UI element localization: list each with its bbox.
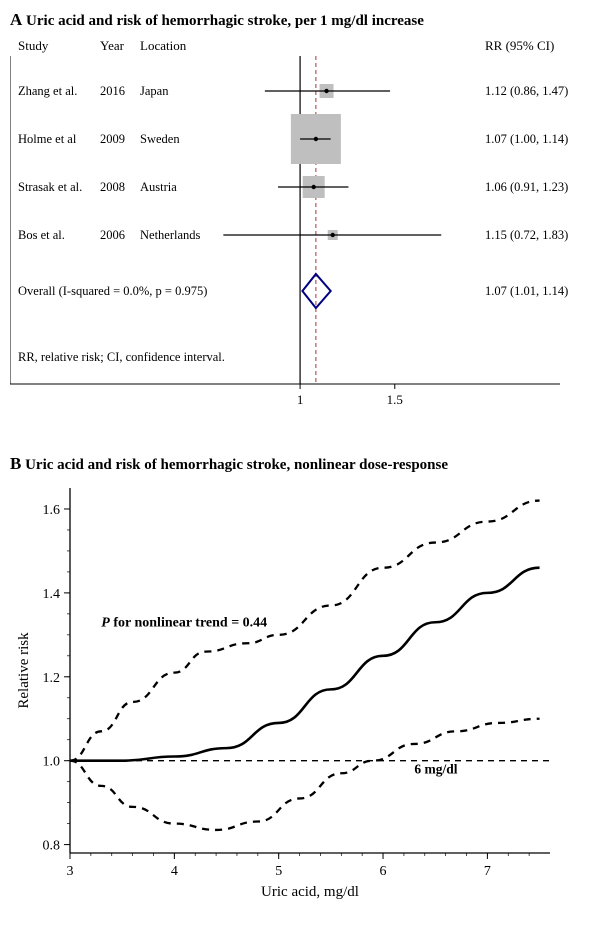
- svg-text:Uric acid, mg/dl: Uric acid, mg/dl: [261, 884, 359, 900]
- svg-text:Overall (I-squared = 0.0%, p: Overall (I-squared = 0.0%, p = 0.975): [18, 284, 207, 298]
- panel-a-title: A Uric acid and risk of hemorrhagic stro…: [10, 10, 582, 30]
- svg-text:1: 1: [297, 392, 304, 407]
- svg-text:Netherlands: Netherlands: [140, 228, 201, 242]
- svg-text:Bos et al.: Bos et al.: [18, 228, 65, 242]
- svg-text:2016: 2016: [100, 84, 125, 98]
- panel-b-title: B Uric acid and risk of hemorrhagic stro…: [10, 454, 582, 474]
- svg-text:1.07 (1.01, 1.14): 1.07 (1.01, 1.14): [485, 284, 568, 298]
- svg-text:1.4: 1.4: [43, 587, 61, 602]
- svg-text:2006: 2006: [100, 228, 125, 242]
- svg-text:Japan: Japan: [140, 84, 169, 98]
- svg-text:RR (95% CI): RR (95% CI): [485, 38, 554, 53]
- svg-text:1.06 (0.91, 1.23): 1.06 (0.91, 1.23): [485, 180, 568, 194]
- panel-b-title-text: Uric acid and risk of hemorrhagic stroke…: [25, 457, 448, 473]
- svg-text:Strasak et al.: Strasak et al.: [18, 180, 82, 194]
- svg-text:1.15 (0.72, 1.83): 1.15 (0.72, 1.83): [485, 228, 568, 242]
- panel-a-letter: A: [10, 10, 22, 29]
- svg-text:1.2: 1.2: [43, 671, 61, 686]
- svg-text:7: 7: [484, 864, 491, 879]
- svg-text:Holme et al: Holme et al: [18, 132, 77, 146]
- svg-text:6: 6: [380, 864, 387, 879]
- svg-text:1.12 (0.86, 1.47): 1.12 (0.86, 1.47): [485, 84, 568, 98]
- forest-plot: Study Year Location RR (95% CI) Zhang et al.…: [10, 34, 570, 434]
- svg-text:2008: 2008: [100, 180, 125, 194]
- svg-text:RR, relative risk; CI, confide: RR, relative risk; CI, confidence interv…: [18, 350, 225, 364]
- svg-text:1.07 (1.00, 1.14): 1.07 (1.00, 1.14): [485, 132, 568, 146]
- dose-response-plot: 3 4 5 6 7 0.8 1.0 1.2 1.4 1.6 Uric acid, mg/dl Rela…: [10, 478, 570, 908]
- svg-text:3: 3: [67, 864, 74, 879]
- svg-text:P for nonlinear trend = 0.44: P for nonlinear trend = 0.44: [101, 615, 267, 630]
- svg-text:6 mg/dl: 6 mg/dl: [414, 761, 457, 776]
- svg-text:Sweden: Sweden: [140, 132, 180, 146]
- svg-text:1.5: 1.5: [387, 392, 403, 407]
- svg-text:1.0: 1.0: [43, 755, 61, 770]
- svg-text:Austria: Austria: [140, 180, 177, 194]
- svg-text:4: 4: [171, 864, 178, 879]
- svg-text:Zhang et al.: Zhang et al.: [18, 84, 77, 98]
- svg-text:1.6: 1.6: [43, 503, 61, 518]
- svg-text:Year: Year: [100, 38, 125, 53]
- svg-text:Study: Study: [18, 38, 49, 53]
- svg-text:5: 5: [275, 864, 282, 879]
- svg-text:0.8: 0.8: [43, 839, 61, 854]
- svg-text:Location: Location: [140, 38, 187, 53]
- svg-text:Relative risk: Relative risk: [16, 632, 32, 709]
- panel-b-letter: B: [10, 454, 21, 473]
- svg-text:2009: 2009: [100, 132, 125, 146]
- panel-a-title-text: Uric acid and risk of hemorrhagic stroke…: [26, 13, 424, 29]
